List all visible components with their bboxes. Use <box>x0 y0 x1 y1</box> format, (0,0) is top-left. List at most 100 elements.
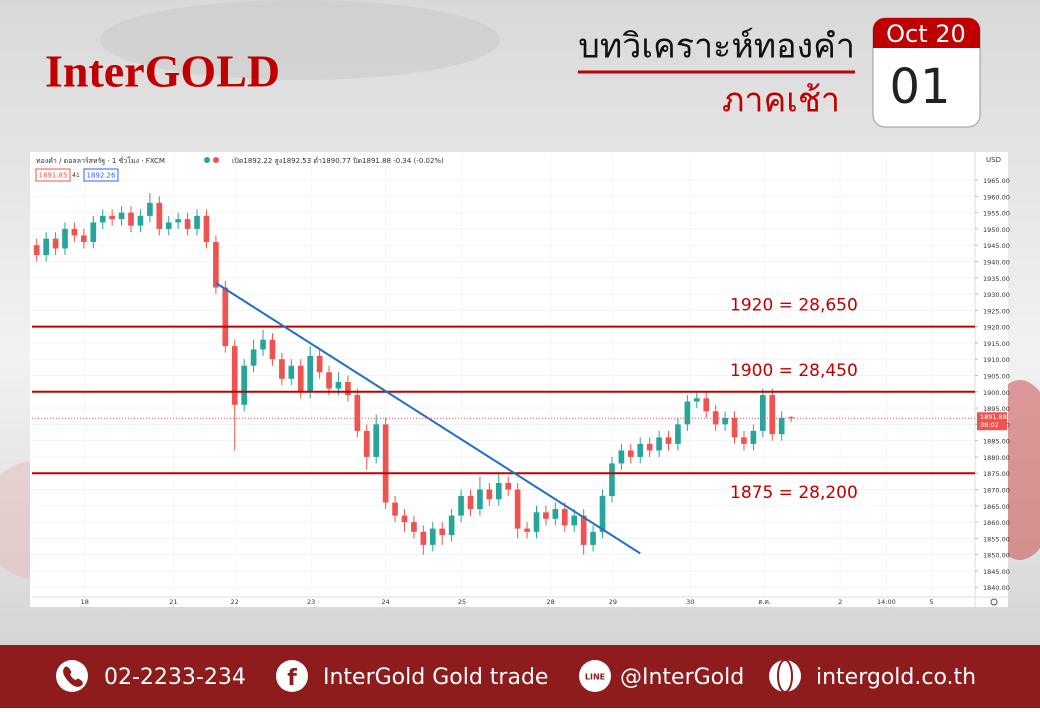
candle-body <box>260 339 266 350</box>
level-label: 1920 = 28,650 <box>730 296 858 316</box>
calendar-month: Oct 20 <box>886 20 966 48</box>
footer <box>0 645 1040 708</box>
phone: 02-2233-234 <box>104 665 246 690</box>
line-glyph: LINE <box>585 673 605 682</box>
ask-badge <box>83 168 119 182</box>
x-tick-label: 21 <box>169 598 177 606</box>
level-label: 1900 = 28,450 <box>730 361 858 381</box>
candle-body <box>656 437 662 451</box>
y-tick-label: 1940.00 <box>983 258 1010 266</box>
candle-body <box>335 382 342 389</box>
y-tick-label: 1885.00 <box>983 438 1010 446</box>
candle-body <box>250 349 257 366</box>
y-tick-label: 1945.00 <box>983 242 1010 250</box>
candle-body <box>590 531 596 545</box>
candle-body <box>382 424 389 503</box>
candle-body <box>147 202 153 216</box>
candle-body <box>684 401 691 425</box>
candle-body <box>467 496 474 510</box>
x-tick-label: 14:00 <box>877 598 896 606</box>
y-tick-label: 1845.00 <box>983 568 1010 576</box>
candle-body <box>137 215 144 226</box>
candle-body <box>43 238 49 255</box>
x-tick-label: 24 <box>381 598 389 606</box>
candle-body <box>288 365 295 379</box>
candle-body <box>505 482 512 490</box>
y-tick-label: 1850.00 <box>983 552 1010 560</box>
spread: 41 <box>72 172 80 179</box>
y-tick-label: 1920.00 <box>983 324 1010 332</box>
candle-body <box>203 215 210 242</box>
candle-body <box>33 245 40 255</box>
status-dot <box>204 157 210 163</box>
level-label: 1875 = 28,200 <box>730 483 858 503</box>
candle-body <box>363 430 370 457</box>
candle-body <box>231 346 238 405</box>
candle-body <box>373 424 380 457</box>
currency: USD <box>986 156 1001 164</box>
candle-body <box>420 531 427 545</box>
candle-body <box>741 437 747 444</box>
candle-body <box>477 489 483 510</box>
candle-body <box>712 411 719 425</box>
x-tick-label: 2 <box>838 598 842 606</box>
candle-body <box>307 355 314 392</box>
candle-body <box>269 339 276 360</box>
ohlc-text: เปิด1892.22 สูง1892.53 ต่ำ1890.77 ปิด189… <box>232 156 444 165</box>
map-shape <box>100 0 500 80</box>
candle-body <box>81 235 87 242</box>
candle-body <box>392 502 398 516</box>
candle-body <box>627 450 634 457</box>
globe-icon <box>769 660 801 692</box>
candle-body <box>118 212 125 220</box>
candle-body <box>637 443 644 457</box>
bid-badge <box>35 168 71 182</box>
x-tick-label: 23 <box>307 598 315 606</box>
countdown: 38:02 <box>980 421 999 429</box>
candle-body <box>524 528 530 532</box>
y-tick-label: 1860.00 <box>983 519 1010 527</box>
phone-glyph <box>63 666 83 687</box>
candle-body <box>241 365 248 405</box>
candle-body <box>175 219 181 223</box>
plot: 1840.00 1845.00 1850.00 1855.00 1860.00 1865.… <box>32 154 1010 606</box>
candle-body <box>429 528 436 545</box>
x-tick-label: 25 <box>458 598 466 606</box>
candle-body <box>693 398 700 402</box>
candle-body <box>156 202 163 229</box>
calendar-band <box>873 18 980 48</box>
facebook-glyph: f <box>287 666 297 691</box>
x-tick-label: 18 <box>81 598 89 606</box>
y-tick-label: 1900.00 <box>983 389 1010 397</box>
ask: 1892.26 <box>87 172 116 180</box>
candle-body <box>326 372 332 389</box>
candle-body <box>561 509 568 526</box>
candle-body <box>514 489 521 529</box>
last-price: 1891.88 <box>980 413 1007 421</box>
candle-body <box>52 238 59 249</box>
candle-body <box>543 512 549 519</box>
symbol: ทองคำ / ดอลลาร์สหรัฐ · 1 ชั่วโมง · FXCM <box>36 156 165 165</box>
bid: 1891.85 <box>39 172 68 180</box>
x-tick-label: 30 <box>686 598 694 606</box>
candle-body <box>401 515 408 523</box>
candle-body <box>345 382 351 396</box>
candle-body <box>646 443 653 451</box>
facebook: InterGold Gold trade <box>323 665 548 690</box>
last-price-box <box>977 412 1007 431</box>
candle-body <box>778 417 785 435</box>
candle-body <box>675 424 681 444</box>
candle-body <box>213 241 219 288</box>
candle-body <box>495 482 502 500</box>
y-tick-label: 1950.00 <box>983 226 1010 234</box>
x-tick-label: 22 <box>231 598 239 606</box>
settings-icon[interactable] <box>990 598 998 606</box>
y-tick-label: 1910.00 <box>983 356 1010 364</box>
candle-body <box>571 515 578 526</box>
candle-body <box>665 437 672 444</box>
candle-body <box>71 228 78 236</box>
candle-body <box>769 395 776 435</box>
phone-icon <box>56 660 88 692</box>
y-tick-label: 1925.00 <box>983 307 1010 315</box>
candle-body <box>759 395 766 431</box>
